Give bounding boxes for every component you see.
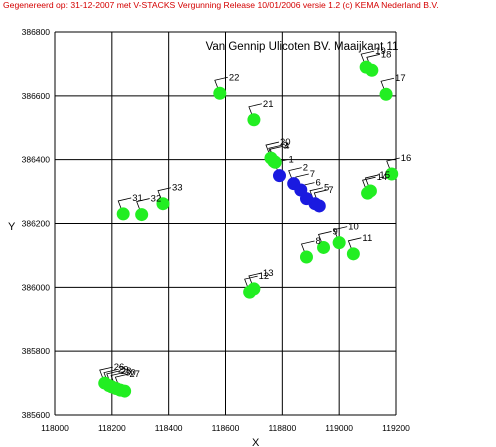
point-label: 6 [315,178,320,189]
point-label: 8 [315,236,320,247]
y-axis-label: Y [8,221,16,233]
point-label: 18 [381,49,392,60]
label-leader-layer [99,50,400,391]
point-label: 14 [377,172,388,183]
y-tick-label: 386200 [22,219,51,229]
data-point [264,151,278,165]
point-label: 9 [333,226,338,237]
data-point [272,169,286,183]
data-point [156,197,170,211]
data-point [363,184,377,198]
y-tick-label: 386800 [22,27,51,37]
point-label: 21 [263,99,274,110]
point-label: 5 [324,183,329,194]
data-point [118,384,132,398]
data-point [247,113,261,127]
point-label: 11 [362,233,372,244]
y-tick-label: 385800 [22,346,51,356]
data-point [385,167,399,181]
chart-title: Van Gennip Ulicoten BV. Maaijkant 11 [206,41,399,53]
y-tick-label: 385600 [22,410,51,420]
point-label: 3 [283,140,288,151]
point-label: 12 [259,271,270,282]
point-layer [98,60,399,398]
x-tick-label: 118400 [155,423,183,433]
point-label: 4 [284,141,289,152]
y-tick-label: 386400 [22,155,51,165]
x-tick-label: 119000 [325,423,353,433]
point-label: 26 [114,362,125,373]
point-label: 13 [263,268,274,279]
point-label: 1 [288,155,293,166]
point-label: 17 [395,73,406,84]
point-label: 22 [229,72,240,83]
point-label: 19 [375,46,386,57]
data-point [299,250,313,264]
point-label: 7 [328,185,333,196]
point-label: 10 [348,222,359,233]
x-tick-label: 118200 [98,423,126,433]
grid-layer [54,31,397,416]
tick-label-layer: 118000 118200 118400 118600 118800 119000 1192… [22,27,411,433]
data-point [294,183,308,197]
data-point [247,282,261,296]
data-point [317,240,331,254]
x-tick-label: 118800 [268,423,296,433]
point-label: 28 [121,366,132,377]
point-label: 31 [132,193,143,204]
x-tick-label: 119200 [382,423,410,433]
point-label: 2 [303,163,308,174]
x-tick-label: 118000 [41,423,69,433]
point-label: 30 [125,368,136,379]
data-point [213,86,227,100]
point-label: 32 [151,194,162,205]
data-point [359,60,373,74]
point-label: 20 [280,137,291,148]
data-point [135,208,149,222]
data-point [312,199,326,213]
point-label: 29 [118,365,129,376]
data-point [379,87,393,101]
y-tick-label: 386600 [22,91,51,101]
point-label: 27 [129,369,140,380]
point-label: 16 [401,153,412,164]
data-point [332,236,346,250]
data-point [116,207,130,221]
point-label: 33 [172,183,183,194]
point-label: 7 [310,169,315,180]
generation-header: Gegenereerd op: 31-12-2007 met V-STACKS … [3,0,439,10]
y-tick-label: 386000 [22,282,51,292]
x-axis-label: X [252,437,260,447]
x-tick-label: 118600 [212,423,240,433]
point-label: 15 [379,170,390,181]
data-point [346,247,360,261]
